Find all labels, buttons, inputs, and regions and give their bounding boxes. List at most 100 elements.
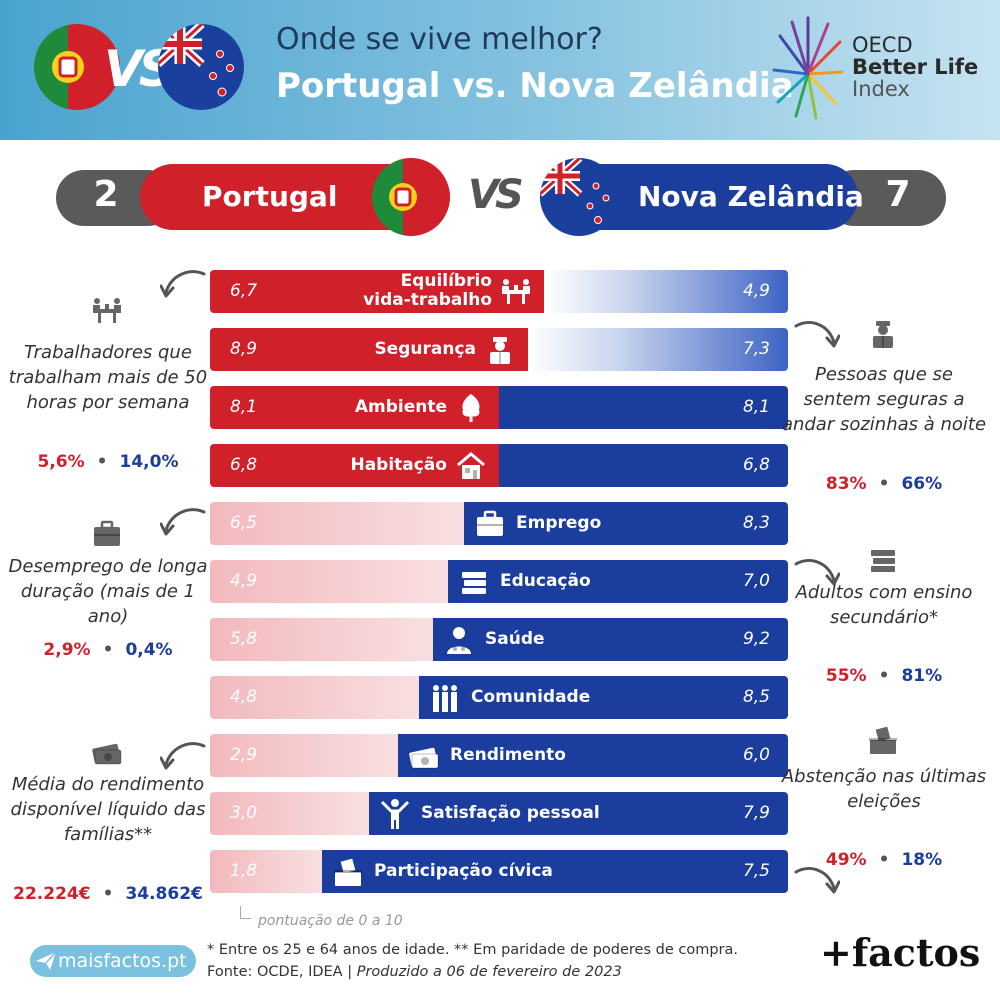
category-label: Rendimento bbox=[450, 745, 566, 766]
footnote-source: Fonte: OCDE, IDEA | bbox=[207, 964, 357, 980]
value-label-new-zealand: 7,9 bbox=[742, 803, 770, 823]
chart-row: 3,0 7,9 Satisfação pessoal bbox=[210, 792, 788, 835]
pointer-arrow-icon bbox=[159, 740, 206, 778]
value-label-portugal: 8,9 bbox=[230, 339, 258, 359]
page-title-question: Onde se vive melhor? bbox=[276, 22, 603, 57]
chart-row: 6,7 4,9 Equilíbrio vida-trabalho bbox=[210, 270, 788, 313]
bar-portugal bbox=[210, 444, 499, 487]
value-label-new-zealand: 8,3 bbox=[742, 513, 770, 533]
header-banner: VS Onde se vive melhor? Portugal vs. Nov… bbox=[0, 0, 1000, 140]
site-link[interactable]: maisfactos.pt bbox=[58, 950, 187, 972]
nz-country-name: Nova Zelândia bbox=[638, 180, 864, 213]
scale-note-bracket bbox=[240, 906, 251, 919]
category-label-line: Rendimento bbox=[450, 745, 566, 765]
bar-new-zealand bbox=[448, 560, 788, 603]
side-note-text: Desemprego de longa duração (mais de 1 a… bbox=[8, 556, 208, 627]
side-note-values: 83% • 66% bbox=[779, 474, 989, 494]
brand-logo: +factos bbox=[820, 930, 981, 975]
site-link-pill[interactable] bbox=[30, 945, 196, 977]
chart-row: 4,8 8,5 Comunidade bbox=[210, 676, 788, 719]
person-arms-up-icon bbox=[379, 798, 411, 830]
bar-new-zealand bbox=[419, 676, 788, 719]
separator-dot: • bbox=[878, 666, 890, 686]
page-title: Portugal vs. Nova Zelândia bbox=[276, 66, 794, 106]
side-note-values: 49% • 18% bbox=[779, 850, 989, 870]
category-label: Ambiente bbox=[355, 397, 447, 418]
side-note-text: Pessoas que se sentem seguras a andar so… bbox=[781, 364, 987, 435]
oecd-wordmark: OECD Better Life Index bbox=[852, 34, 978, 100]
oecd-logo-icon bbox=[772, 14, 844, 122]
new-zealand-flag-small-icon bbox=[540, 158, 618, 236]
category-label: Educação bbox=[500, 571, 591, 592]
pointer-arrow-icon bbox=[794, 318, 841, 356]
bar-portugal bbox=[210, 734, 398, 777]
value-label-new-zealand: 7,0 bbox=[742, 571, 770, 591]
value-label-portugal: 6,7 bbox=[230, 281, 258, 301]
chart-row: 8,9 7,3 Segurança bbox=[210, 328, 788, 371]
new-zealand-flag-icon bbox=[158, 24, 244, 110]
side-note-portugal-value: 83% bbox=[825, 474, 867, 494]
side-note-text: Adultos com ensino secundário* bbox=[795, 582, 973, 628]
value-label-portugal: 6,8 bbox=[230, 455, 258, 475]
footnote-date: Produzido a 06 de fevereiro de 2023 bbox=[356, 964, 622, 980]
category-label-line: Equilíbrio bbox=[400, 271, 492, 291]
side-note-new-zealand-value: 18% bbox=[901, 850, 943, 870]
side-note-text: Média do rendimento disponível líquido d… bbox=[10, 774, 206, 845]
bar-portugal bbox=[210, 328, 528, 371]
chart-row: 4,9 7,0 Educação bbox=[210, 560, 788, 603]
scale-note: pontuação de 0 a 10 bbox=[258, 913, 403, 929]
money-icon bbox=[91, 736, 125, 770]
side-note-values: 5,6% • 14,0% bbox=[3, 452, 213, 472]
bar-portugal bbox=[210, 792, 369, 835]
pointer-arrow-icon bbox=[159, 506, 206, 544]
category-label: Satisfação pessoal bbox=[421, 803, 600, 824]
house-icon bbox=[455, 450, 487, 482]
value-label-new-zealand: 6,8 bbox=[742, 455, 770, 475]
side-note-portugal-value: 22.224€ bbox=[13, 884, 91, 904]
bar-new-zealand bbox=[544, 270, 788, 313]
category-label-line: Satisfação pessoal bbox=[421, 803, 600, 823]
side-note-values: 22.224€ • 34.862€ bbox=[3, 884, 213, 904]
chart-row: 6,8 6,8 Habitação bbox=[210, 444, 788, 487]
separator-dot: • bbox=[102, 640, 114, 660]
oecd-line1: OECD bbox=[852, 33, 913, 57]
bar-portugal bbox=[210, 850, 322, 893]
separator-dot: • bbox=[102, 884, 114, 904]
books-icon bbox=[867, 544, 901, 578]
nz-wins-count: 7 bbox=[885, 174, 911, 215]
footnote-line2: Fonte: OCDE, IDEA | Produzido a 06 de fe… bbox=[207, 964, 622, 980]
side-note-portugal-value: 49% bbox=[825, 850, 867, 870]
side-note-portugal-value: 5,6% bbox=[37, 452, 85, 472]
chart-row: 1,8 7,5 Participação cívica bbox=[210, 850, 788, 893]
bar-portugal bbox=[210, 270, 544, 313]
bar-new-zealand bbox=[322, 850, 788, 893]
category-label-line: Ambiente bbox=[354, 397, 447, 417]
category-label-line: Saúde bbox=[485, 629, 545, 649]
bar-portugal bbox=[210, 502, 464, 545]
value-label-new-zealand: 8,5 bbox=[742, 687, 770, 707]
bar-portugal bbox=[210, 676, 419, 719]
footnote-line1: * Entre os 25 e 64 anos de idade. ** Em … bbox=[207, 942, 738, 958]
meeting-icon bbox=[500, 276, 532, 308]
separator-dot: • bbox=[878, 850, 890, 870]
portugal-flag-small-icon bbox=[372, 158, 450, 236]
bar-new-zealand bbox=[499, 444, 788, 487]
side-note-text: Trabalhadores que trabalham mais de 50 h… bbox=[8, 342, 208, 413]
category-label: Habitação bbox=[350, 455, 447, 476]
money-icon bbox=[408, 740, 440, 772]
ballot-box-icon bbox=[332, 856, 364, 888]
score-vs-label: VS bbox=[468, 172, 524, 218]
separator-dot: • bbox=[96, 452, 108, 472]
bar-new-zealand bbox=[433, 618, 788, 661]
value-label-portugal: 2,9 bbox=[230, 745, 258, 765]
chart-row: 5,8 9,2 Saúde bbox=[210, 618, 788, 661]
side-note-text: Abstenção nas últimas eleições bbox=[781, 766, 987, 812]
category-label-line: Habitação bbox=[350, 455, 447, 475]
category-label-line: Educação bbox=[500, 571, 591, 591]
bar-portugal bbox=[210, 618, 433, 661]
briefcase-icon bbox=[474, 508, 506, 540]
category-label: Comunidade bbox=[471, 687, 590, 708]
bar-new-zealand bbox=[499, 386, 788, 429]
ballot-box-icon bbox=[867, 724, 901, 758]
bar-new-zealand bbox=[528, 328, 788, 371]
